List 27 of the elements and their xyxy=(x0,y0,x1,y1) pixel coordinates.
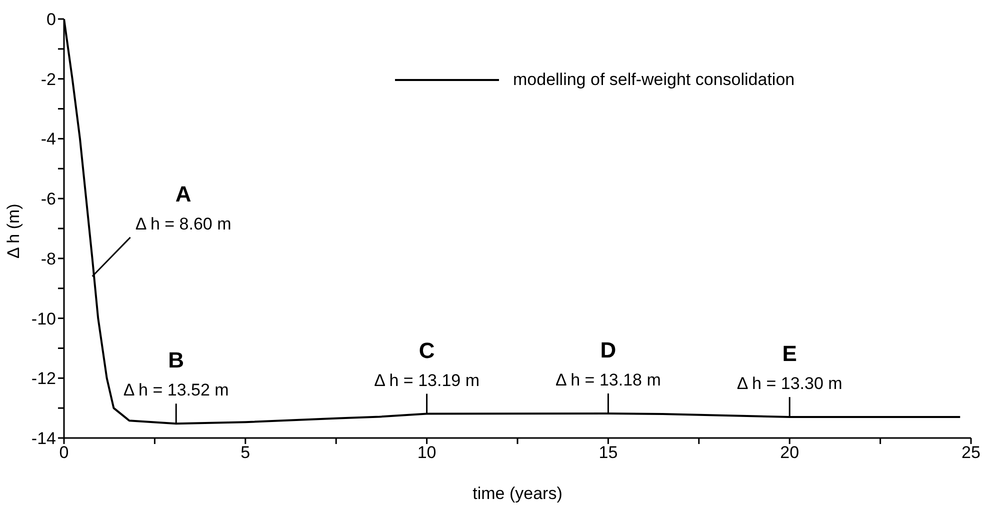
y-tick-label: -6 xyxy=(40,190,56,209)
x-axis-title: time (years) xyxy=(472,484,562,503)
annotation: Δ h = 13.19 m xyxy=(374,370,480,390)
y-tick-label: -2 xyxy=(40,70,56,89)
x-tick-label: 10 xyxy=(417,443,436,462)
x-tick-label: 5 xyxy=(240,443,250,462)
y-tick-label: -10 xyxy=(31,309,56,328)
y-tick-label: -8 xyxy=(40,249,56,268)
y-tick-label: -12 xyxy=(31,369,56,388)
annotation: Δ h = 13.52 m xyxy=(123,380,229,400)
y-tick-label: 0 xyxy=(46,10,56,30)
x-tick-label: 25 xyxy=(962,443,980,462)
annotation: Δ h = 13.18 m xyxy=(555,370,661,390)
text: modelling of self-weight consolidation xyxy=(513,70,795,90)
y-axis-title: Δ h (m) xyxy=(4,204,24,258)
annotation: C xyxy=(418,338,435,363)
annotation: E xyxy=(782,341,797,366)
annotation: B xyxy=(168,348,184,373)
y-tick-label: -14 xyxy=(31,429,56,448)
x-tick-label: 20 xyxy=(780,443,800,462)
x-tick-label: 15 xyxy=(598,443,618,462)
annotation: A xyxy=(175,181,192,206)
y-tick-label: -4 xyxy=(40,130,56,149)
annotation: Δ h = 8.60 m xyxy=(135,214,232,234)
annotation: D xyxy=(600,337,616,362)
annotation: Δ h = 13.30 m xyxy=(736,374,842,394)
x-tick-label: 0 xyxy=(59,443,69,462)
